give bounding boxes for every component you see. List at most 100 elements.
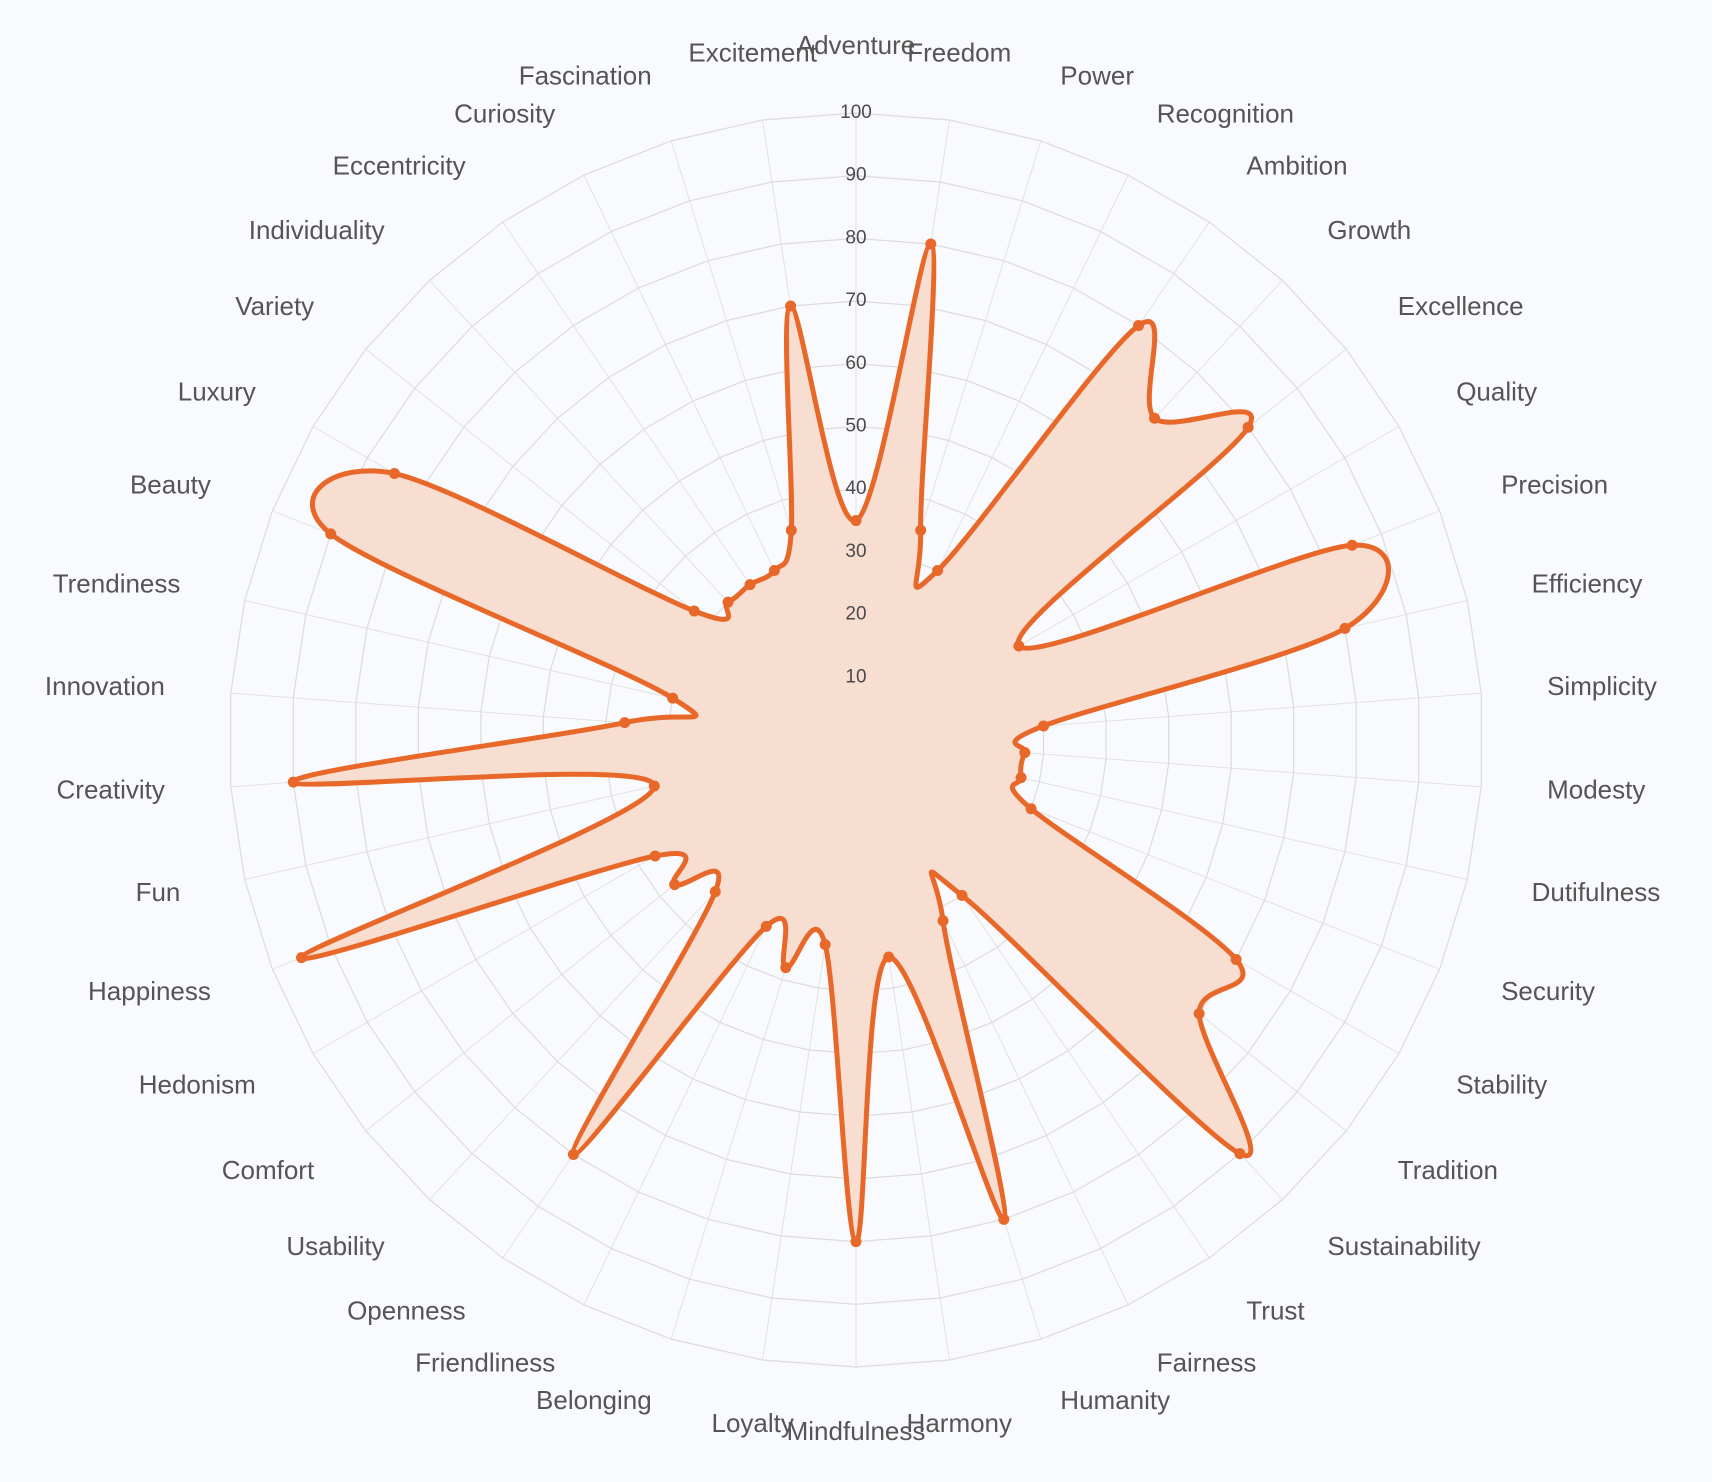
- data-point-creativity: [287, 776, 299, 788]
- data-point-recognition: [932, 565, 944, 577]
- category-label-security: Security: [1501, 976, 1595, 1006]
- data-point-eccentricity: [744, 579, 756, 591]
- radial-tick-label: 90: [845, 165, 866, 186]
- data-point-modesty: [1019, 747, 1031, 759]
- category-label-trendiness: Trendiness: [53, 569, 181, 599]
- radial-tick-label: 10: [845, 666, 866, 687]
- category-label-belonging: Belonging: [536, 1385, 652, 1415]
- data-point-luxury: [388, 468, 400, 480]
- data-point-comfort: [669, 879, 681, 891]
- category-label-luxury: Luxury: [178, 376, 256, 406]
- category-label-curiosity: Curiosity: [454, 98, 555, 128]
- category-label-harmony: Harmony: [907, 1408, 1012, 1438]
- data-point-beauty: [325, 528, 337, 540]
- radial-tick-label: 70: [845, 290, 866, 311]
- data-point-adventure: [850, 515, 862, 527]
- category-label-dutifulness: Dutifulness: [1532, 877, 1661, 907]
- category-label-freedom: Freedom: [907, 38, 1011, 68]
- category-label-beauty: Beauty: [130, 470, 211, 500]
- data-point-simplicity: [1038, 720, 1050, 732]
- data-point-dutifulness: [1015, 772, 1027, 784]
- category-label-hedonism: Hedonism: [139, 1069, 256, 1099]
- category-label-creativity: Creativity: [57, 775, 165, 805]
- data-point-openness: [567, 1148, 579, 1160]
- data-point-freedom: [925, 238, 937, 250]
- data-point-humanity: [998, 1213, 1010, 1225]
- category-label-eccentricity: Eccentricity: [333, 150, 466, 180]
- category-label-mindfulness: Mindfulness: [787, 1416, 926, 1446]
- category-label-innovation: Innovation: [45, 671, 165, 701]
- data-point-fun: [648, 780, 660, 792]
- category-label-comfort: Comfort: [222, 1155, 315, 1185]
- category-label-happiness: Happiness: [88, 976, 211, 1006]
- category-label-usability: Usability: [286, 1231, 384, 1261]
- data-point-excellence: [1242, 421, 1254, 433]
- data-point-variety: [688, 605, 700, 617]
- data-point-efficiency: [1339, 622, 1351, 634]
- category-label-individuality: Individuality: [249, 215, 385, 245]
- category-label-modesty: Modesty: [1547, 775, 1645, 805]
- data-point-trust: [956, 889, 968, 901]
- category-label-openness: Openness: [347, 1295, 466, 1325]
- grid-ring: [230, 112, 1482, 1368]
- category-label-precision: Precision: [1501, 470, 1608, 500]
- data-point-growth: [1149, 412, 1161, 424]
- category-label-stability: Stability: [1456, 1069, 1547, 1099]
- radial-tick-label: 30: [845, 541, 866, 562]
- category-label-growth: Growth: [1327, 215, 1411, 245]
- category-label-power: Power: [1060, 61, 1134, 91]
- data-point-individuality: [722, 596, 734, 608]
- data-point-happiness: [296, 952, 308, 964]
- data-point-security: [1025, 803, 1037, 815]
- data-point-quality: [1013, 640, 1025, 652]
- radial-tick-label: 20: [845, 604, 866, 625]
- data-point-tradition: [1193, 1008, 1205, 1020]
- category-label-humanity: Humanity: [1060, 1385, 1170, 1415]
- category-label-recognition: Recognition: [1157, 98, 1294, 128]
- category-label-trust: Trust: [1246, 1295, 1305, 1325]
- category-label-ambition: Ambition: [1246, 150, 1347, 180]
- series-area: [290, 241, 1391, 1245]
- category-label-fairness: Fairness: [1157, 1347, 1257, 1377]
- data-point-ambition: [1133, 320, 1145, 332]
- category-label-tradition: Tradition: [1398, 1155, 1498, 1185]
- data-point-fascination: [785, 524, 797, 536]
- data-point-fairness: [937, 915, 949, 927]
- category-label-adventure: Adventure: [797, 30, 916, 60]
- category-label-simplicity: Simplicity: [1547, 671, 1657, 701]
- category-label-efficiency: Efficiency: [1532, 569, 1643, 599]
- radial-tick-label: 40: [845, 478, 866, 499]
- data-point-power: [915, 524, 927, 536]
- data-point-belonging: [780, 962, 792, 974]
- data-point-loyalty: [819, 939, 831, 951]
- radial-tick-label: 100: [840, 102, 872, 123]
- radial-tick-label: 50: [845, 416, 866, 437]
- category-label-sustainability: Sustainability: [1327, 1231, 1480, 1261]
- category-label-fascination: Fascination: [519, 61, 652, 91]
- data-point-stability: [1230, 953, 1242, 965]
- data-point-trendiness: [667, 692, 679, 704]
- data-point-hedonism: [649, 850, 661, 862]
- category-label-excellence: Excellence: [1398, 291, 1524, 321]
- category-label-quality: Quality: [1456, 376, 1537, 406]
- data-point-excitement: [785, 300, 797, 312]
- data-point-sustainability: [1234, 1148, 1246, 1160]
- data-point-mindfulness: [850, 1236, 862, 1248]
- data-point-usability: [709, 886, 721, 898]
- grid-ring: [292, 175, 1420, 1305]
- data-point-curiosity: [768, 565, 780, 577]
- data-point-friendliness: [760, 920, 772, 932]
- data-point-innovation: [619, 717, 631, 729]
- radial-tick-labels: 10 20 30 40 50 60 70 80 90 100: [840, 102, 872, 687]
- radial-tick-label: 80: [845, 227, 866, 248]
- category-label-loyalty: Loyalty: [712, 1408, 794, 1438]
- radar-series: [287, 238, 1391, 1248]
- data-point-harmony: [883, 951, 895, 963]
- category-label-fun: Fun: [136, 877, 181, 907]
- category-label-friendliness: Friendliness: [415, 1347, 555, 1377]
- radial-tick-label: 60: [845, 353, 866, 374]
- data-point-precision: [1346, 539, 1358, 551]
